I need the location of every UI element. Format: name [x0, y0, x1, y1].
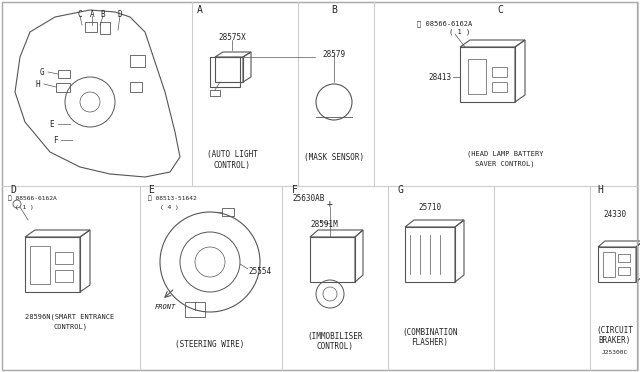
Bar — [405, 227, 455, 282]
Text: 28596N(SMART ENTRANCE: 28596N(SMART ENTRANCE — [26, 314, 115, 320]
Text: H: H — [597, 185, 603, 195]
Bar — [55, 270, 73, 282]
Text: (CIRCUIT: (CIRCUIT — [596, 326, 634, 334]
Text: B: B — [100, 10, 106, 19]
Text: C: C — [497, 5, 503, 15]
Bar — [618, 254, 630, 262]
Text: (AUTO LIGHT: (AUTO LIGHT — [207, 150, 257, 158]
Text: (STEERING WIRE): (STEERING WIRE) — [175, 340, 244, 349]
Text: (MASK SENSOR): (MASK SENSOR) — [304, 153, 364, 161]
Text: E: E — [148, 185, 154, 195]
Text: 28575X: 28575X — [218, 32, 246, 42]
Bar — [58, 70, 70, 78]
Bar — [185, 302, 205, 317]
Bar — [618, 267, 630, 275]
Text: SAVER CONTROL): SAVER CONTROL) — [476, 161, 535, 167]
Text: Ⓢ 08513-51642: Ⓢ 08513-51642 — [148, 195, 196, 201]
Bar — [130, 55, 145, 67]
Bar — [210, 90, 220, 96]
Bar — [30, 246, 50, 284]
Text: 25554: 25554 — [248, 267, 271, 276]
Text: BRAKER): BRAKER) — [599, 336, 631, 344]
Text: 28579: 28579 — [323, 49, 346, 58]
Bar — [492, 82, 507, 92]
Text: F: F — [52, 135, 58, 144]
Text: ( 1 ): ( 1 ) — [15, 205, 34, 209]
Text: D: D — [118, 10, 122, 19]
Bar — [598, 247, 636, 282]
Text: A: A — [90, 10, 94, 19]
Bar — [55, 252, 73, 264]
Text: H: H — [36, 80, 40, 89]
Bar — [603, 252, 615, 277]
Bar — [468, 59, 486, 94]
Bar — [310, 237, 355, 282]
Bar — [222, 208, 234, 216]
Text: CONTROL): CONTROL) — [214, 160, 250, 170]
Text: D: D — [10, 185, 16, 195]
Text: ( 1 ): ( 1 ) — [449, 29, 470, 35]
Bar — [85, 22, 97, 32]
Text: 25630AB: 25630AB — [292, 193, 324, 202]
Bar — [215, 57, 243, 82]
Bar — [100, 22, 110, 34]
Text: FLASHER): FLASHER) — [412, 337, 449, 346]
Text: (COMBINATION: (COMBINATION — [403, 327, 458, 337]
Bar — [56, 83, 70, 92]
Text: G: G — [398, 185, 404, 195]
Bar — [130, 82, 142, 92]
Text: G: G — [40, 67, 44, 77]
Text: CONTROL): CONTROL) — [317, 343, 353, 352]
Text: F: F — [292, 185, 298, 195]
Text: B: B — [331, 5, 337, 15]
Bar — [492, 67, 507, 77]
Text: FRONT: FRONT — [154, 304, 175, 310]
Bar — [25, 237, 80, 292]
Text: CONTROL): CONTROL) — [53, 324, 87, 330]
Text: Ⓢ 08566-6162A: Ⓢ 08566-6162A — [8, 195, 57, 201]
Text: E: E — [50, 119, 54, 128]
Text: 25710: 25710 — [419, 202, 442, 212]
Text: +: + — [327, 199, 333, 209]
Text: (IMMOBILISER: (IMMOBILISER — [307, 333, 363, 341]
Text: J25300C: J25300C — [602, 350, 628, 355]
Text: ( 4 ): ( 4 ) — [160, 205, 179, 209]
Bar — [460, 47, 515, 102]
Text: Ⓢ 08566-6162A: Ⓢ 08566-6162A — [417, 21, 472, 27]
Text: 24330: 24330 — [604, 209, 627, 218]
Text: C: C — [77, 10, 83, 19]
Text: 28413: 28413 — [429, 73, 452, 81]
Text: A: A — [197, 5, 203, 15]
Text: 28591M: 28591M — [310, 219, 338, 228]
Text: (HEAD LAMP BATTERY: (HEAD LAMP BATTERY — [467, 151, 543, 157]
